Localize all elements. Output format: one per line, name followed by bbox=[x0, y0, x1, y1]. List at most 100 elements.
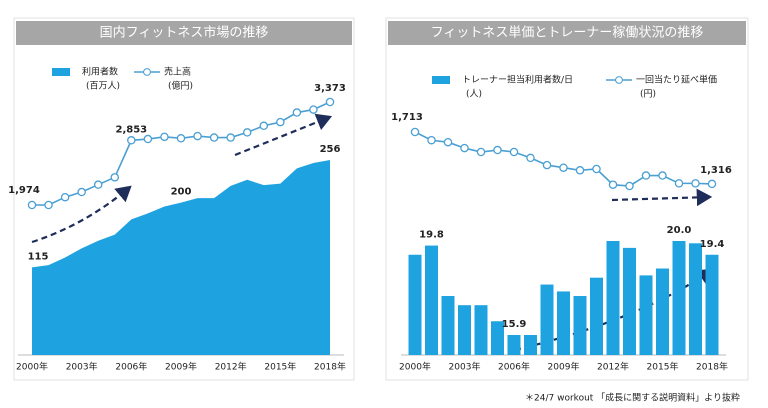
data-label: 256 bbox=[320, 144, 341, 155]
x-tick-label: 2009年 bbox=[165, 361, 197, 373]
data-label: 200 bbox=[171, 187, 192, 198]
legend-unit: (億円) bbox=[168, 80, 193, 92]
legend-marker bbox=[143, 68, 151, 76]
x-tick-label: 2015年 bbox=[647, 361, 679, 373]
x-tick-label: 2012年 bbox=[597, 361, 629, 373]
line-point bbox=[77, 187, 86, 197]
legend-unit: (人) bbox=[466, 89, 482, 100]
x-tick-label: 2006年 bbox=[498, 361, 530, 373]
chart-title: フィットネス単価とトレーナー稼働状況の推移 bbox=[431, 25, 704, 41]
legend-label: 利用者数 bbox=[82, 66, 118, 78]
data-label: 3,373 bbox=[314, 83, 346, 94]
bar bbox=[491, 321, 504, 355]
bar bbox=[408, 254, 422, 355]
bar bbox=[474, 305, 488, 355]
bar bbox=[656, 268, 669, 355]
line-point bbox=[44, 200, 53, 210]
x-tick-label: 2009年 bbox=[548, 361, 580, 373]
data-label: 20.0 bbox=[667, 225, 692, 236]
line-point bbox=[575, 166, 585, 175]
bar bbox=[458, 305, 471, 355]
x-tick-label: 2000年 bbox=[16, 361, 48, 373]
x-tick-label: 2018年 bbox=[696, 361, 728, 373]
bar bbox=[606, 241, 620, 355]
legend-swatch bbox=[432, 76, 450, 84]
bar bbox=[689, 243, 702, 355]
bar bbox=[441, 296, 455, 355]
line-point bbox=[226, 133, 235, 142]
line-point bbox=[691, 179, 700, 188]
line-point bbox=[707, 179, 717, 189]
line-point bbox=[592, 164, 601, 174]
x-tick-label: 2006年 bbox=[115, 361, 147, 373]
footnote: ＊24/7 workout 「成長に関する説明資料」より抜粋 bbox=[525, 392, 740, 404]
x-tick-label: 2015年 bbox=[264, 361, 296, 373]
line-point bbox=[460, 143, 469, 153]
bar bbox=[639, 275, 653, 355]
x-tick-label: 2018年 bbox=[314, 361, 346, 373]
line-point bbox=[608, 180, 618, 189]
data-label: 15.9 bbox=[502, 319, 527, 330]
line-point bbox=[242, 128, 252, 137]
data-label: 19.8 bbox=[419, 230, 444, 241]
title-bar bbox=[388, 21, 746, 45]
data-label: 1,316 bbox=[700, 165, 732, 176]
line-point bbox=[427, 135, 436, 145]
line-point bbox=[93, 180, 103, 189]
bar bbox=[590, 277, 603, 355]
bar bbox=[705, 254, 719, 355]
bar bbox=[540, 284, 554, 355]
line-point bbox=[292, 108, 302, 117]
panel-frame bbox=[13, 17, 355, 381]
line-point bbox=[641, 171, 651, 180]
line-point bbox=[509, 147, 519, 157]
line-point bbox=[493, 145, 502, 155]
line-point bbox=[110, 173, 120, 182]
line-point bbox=[674, 179, 684, 188]
title-bar bbox=[16, 21, 352, 45]
bar bbox=[573, 296, 587, 355]
line-point bbox=[410, 127, 420, 137]
bar bbox=[507, 335, 521, 355]
data-label: 2,853 bbox=[116, 124, 148, 135]
line-point bbox=[276, 117, 285, 127]
data-label: 115 bbox=[28, 251, 49, 262]
line-point bbox=[542, 160, 552, 170]
line bbox=[414, 131, 713, 187]
line-point bbox=[443, 137, 453, 147]
legend-label: 一回当たり延べ単価 bbox=[636, 74, 717, 86]
line-point bbox=[127, 136, 136, 145]
data-label: 19.4 bbox=[700, 239, 725, 250]
line-point bbox=[625, 181, 634, 191]
line-point bbox=[309, 105, 318, 114]
line-point bbox=[209, 133, 219, 142]
bar bbox=[425, 245, 438, 355]
legend-label: 売上高 bbox=[164, 66, 191, 78]
x-tick-label: 2003年 bbox=[449, 361, 481, 373]
legend-unit: (円) bbox=[640, 89, 656, 100]
area bbox=[32, 160, 330, 355]
line-point bbox=[60, 192, 70, 202]
data-label: 1,713 bbox=[391, 112, 423, 123]
line-point bbox=[259, 121, 269, 131]
legend-swatch bbox=[52, 68, 70, 76]
line-point bbox=[160, 132, 169, 142]
line-point bbox=[325, 97, 335, 107]
legend-unit: (百万人) bbox=[86, 81, 120, 92]
bar bbox=[623, 247, 636, 355]
x-tick-label: 2000年 bbox=[399, 361, 431, 373]
bar bbox=[672, 241, 686, 355]
bar bbox=[524, 335, 537, 355]
legend-marker bbox=[615, 76, 623, 84]
line-point bbox=[658, 171, 667, 180]
line-point bbox=[526, 153, 535, 163]
data-label: 1,974 bbox=[8, 185, 40, 196]
line-point bbox=[27, 200, 37, 210]
panel-frame bbox=[385, 17, 749, 381]
bar bbox=[557, 291, 570, 355]
line-point bbox=[193, 131, 202, 141]
x-tick-label: 2012年 bbox=[215, 361, 247, 373]
x-tick-label: 2003年 bbox=[66, 361, 98, 373]
line-point bbox=[476, 147, 486, 157]
